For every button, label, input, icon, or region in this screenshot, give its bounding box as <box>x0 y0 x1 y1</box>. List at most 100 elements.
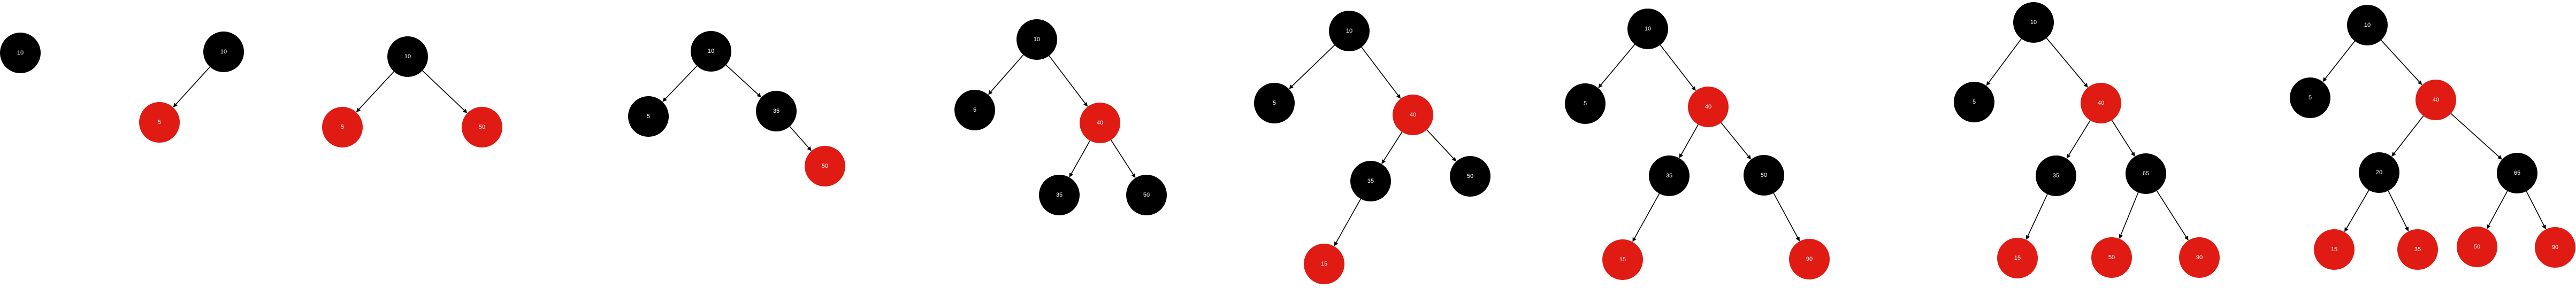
red-node-circle <box>2397 229 2438 270</box>
node-label: 35 <box>2053 173 2059 179</box>
tree-node: 50 <box>462 107 502 147</box>
tree-node: 15 <box>2314 229 2355 270</box>
black-node-circle <box>628 96 669 137</box>
tree-node: 10 <box>1329 11 1370 51</box>
tree-edge <box>1381 131 1403 164</box>
black-node-circle <box>2359 152 2399 193</box>
tree-edge <box>1361 46 1401 99</box>
node-label: 50 <box>2474 244 2480 250</box>
red-node-circle <box>1789 239 1830 279</box>
node-label: 90 <box>1806 256 1813 262</box>
black-node-circle <box>2497 153 2537 193</box>
tree-node: 5 <box>322 107 363 147</box>
red-node-circle <box>2535 227 2575 268</box>
black-node-circle <box>691 31 731 72</box>
black-node-circle <box>1565 83 1606 124</box>
node-label: 10 <box>2030 19 2037 26</box>
node-label: 35 <box>1056 192 1062 198</box>
red-node-circle <box>139 102 180 143</box>
node-label: 10 <box>1645 26 1651 32</box>
tree-node: 15 <box>1304 244 1344 284</box>
red-node-circle <box>462 107 502 147</box>
tree-node: 35 <box>1039 175 1080 215</box>
tree-step-2: 10 5 <box>139 32 244 143</box>
tree-step-5: 10 5 40 35 50 <box>954 19 1167 215</box>
tree-edge <box>662 65 698 102</box>
node-label: 5 <box>1973 99 1976 105</box>
tree-edge <box>1632 193 1660 242</box>
node-label: 90 <box>2196 254 2203 261</box>
node-label: 10 <box>1034 36 1040 43</box>
tree-node: 15 <box>1602 239 1643 280</box>
node-label: 10 <box>404 53 411 60</box>
node-label: 5 <box>341 124 344 130</box>
tree-node: 90 <box>2179 237 2220 278</box>
red-node-circle <box>2457 227 2497 267</box>
node-label: 35 <box>2414 246 2421 253</box>
tree-node: 5 <box>1954 82 1994 122</box>
red-node-circle <box>2091 237 2132 278</box>
tree-edge <box>2046 37 2088 88</box>
node-label: 40 <box>1410 112 1416 118</box>
tree-edge <box>789 126 812 151</box>
tree-edge <box>725 65 762 98</box>
black-node-circle <box>2290 77 2330 118</box>
node-label: 20 <box>2376 169 2382 176</box>
tree-edge <box>1679 124 1699 158</box>
black-node-circle <box>387 36 428 77</box>
tree-node: 50 <box>1126 175 1167 215</box>
tree-node: 40 <box>2081 83 2121 123</box>
black-node-circle <box>954 90 995 130</box>
node-label: 40 <box>2098 100 2104 106</box>
black-node-circle <box>1016 19 1057 60</box>
node-label: 15 <box>2331 246 2337 253</box>
node-label: 50 <box>1467 173 1473 180</box>
node-label: 35 <box>773 108 779 114</box>
node-label: 10 <box>17 50 24 56</box>
tree-edge <box>1069 140 1091 177</box>
tree-node: 20 <box>2359 152 2399 193</box>
tree-edge <box>2344 190 2369 232</box>
black-node-circle <box>1329 11 1370 51</box>
node-label: 40 <box>2433 97 2439 103</box>
tree-step-4: 10 5 35 50 <box>628 31 845 186</box>
tree-node: 10 <box>691 31 731 72</box>
node-label: 50 <box>2108 254 2115 261</box>
node-label: 35 <box>1666 173 1672 179</box>
tree-node: 5 <box>628 96 669 137</box>
tree-node: 35 <box>1649 155 1690 196</box>
black-node-circle <box>1627 9 1668 49</box>
tree-edge <box>1334 198 1362 246</box>
node-label: 35 <box>1367 178 1374 184</box>
red-node-circle <box>1688 87 1729 127</box>
red-node-circle <box>2314 229 2355 270</box>
node-label: 5 <box>647 113 650 120</box>
tree-node: 10 <box>387 36 428 77</box>
tree-edge <box>1049 55 1088 107</box>
black-node-circle <box>1039 175 1080 215</box>
node-label: 40 <box>1097 120 1103 126</box>
node-label: 90 <box>2552 244 2558 251</box>
tree-edge <box>2391 115 2424 157</box>
tree-edge <box>1721 122 1752 160</box>
black-node-circle <box>203 32 244 72</box>
node-label: 5 <box>158 119 161 126</box>
tree-node: 90 <box>1789 239 1830 279</box>
node-label: 15 <box>2014 255 2021 261</box>
tree-edge <box>2111 120 2135 157</box>
tree-edge <box>356 71 394 113</box>
tree-edge <box>1426 129 1457 162</box>
tree-node: 50 <box>2457 227 2497 267</box>
tree-step-9: 10 5 40 20 65 15 35 50 90 <box>2290 5 2575 270</box>
tree-node: 5 <box>1565 83 1606 124</box>
tree-node: 10 <box>0 33 41 73</box>
node-label: 5 <box>2309 95 2312 101</box>
tree-edge <box>2450 113 2502 160</box>
tree-edge <box>173 66 211 107</box>
node-label: 10 <box>1346 28 1352 34</box>
red-node-circle <box>1602 239 1643 280</box>
tree-node: 10 <box>203 32 244 72</box>
tree-edge <box>2381 40 2422 85</box>
red-node-circle <box>2416 80 2456 120</box>
